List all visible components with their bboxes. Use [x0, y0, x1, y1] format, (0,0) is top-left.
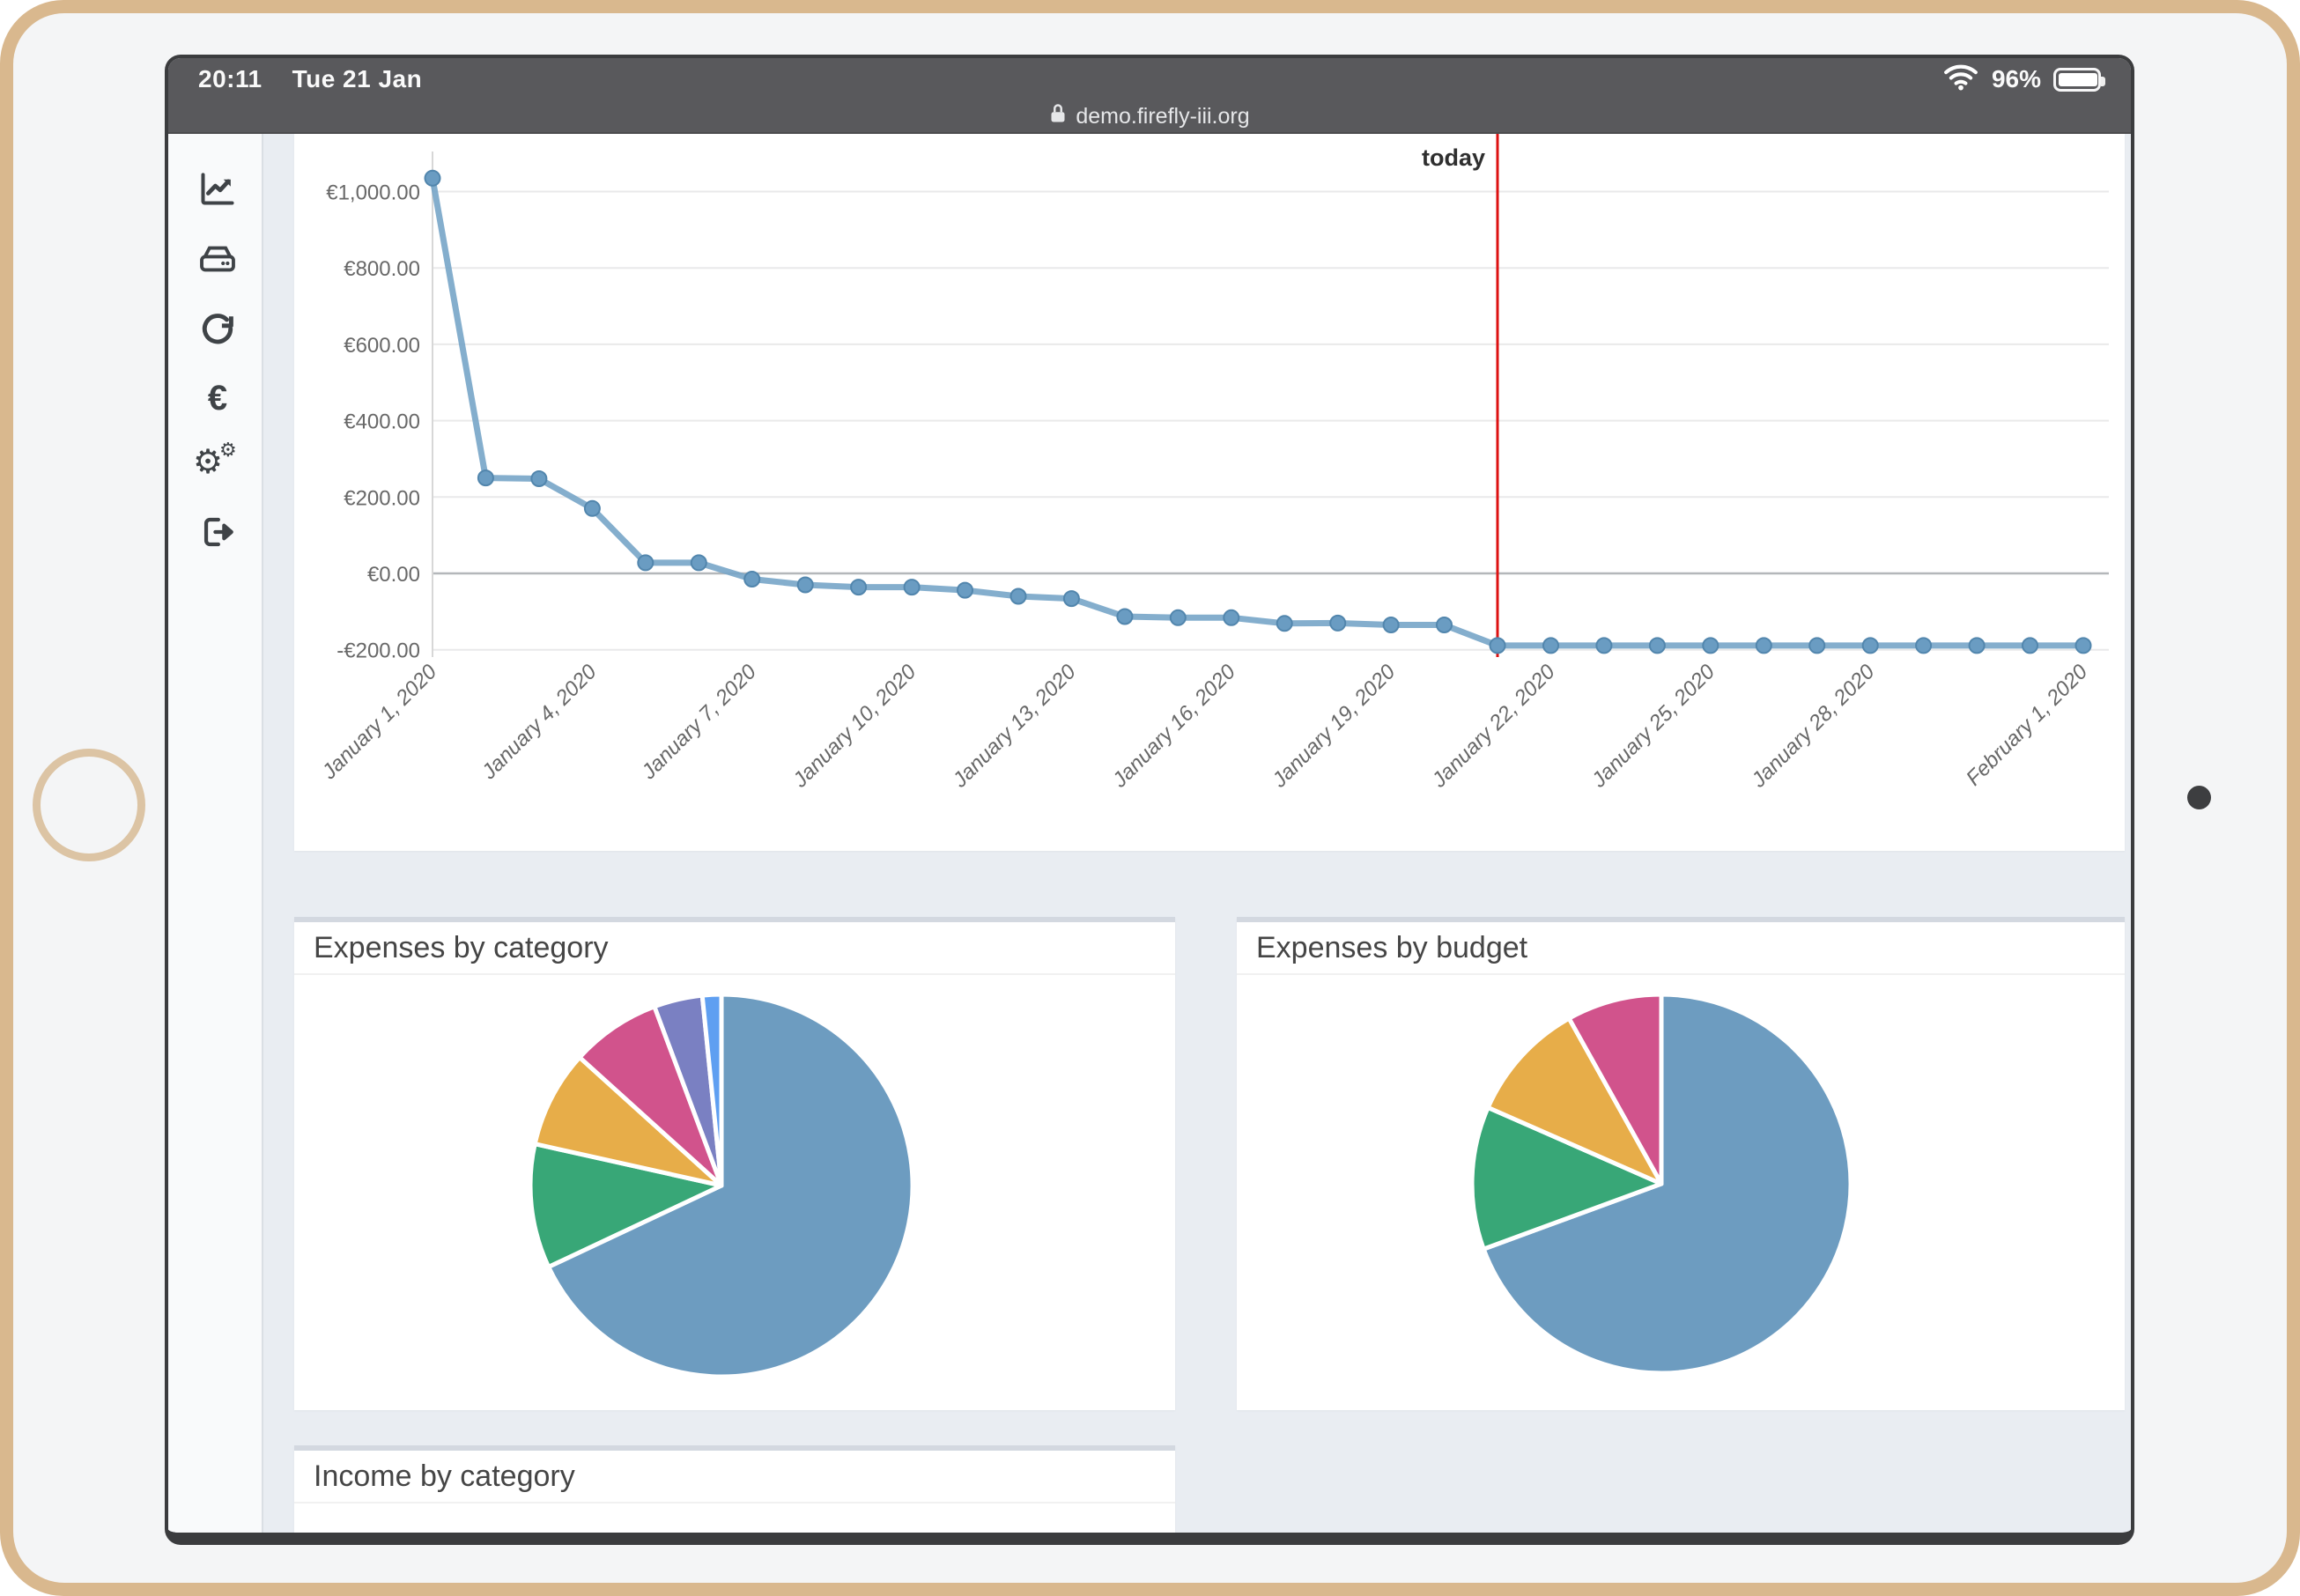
rotate-right-icon[interactable] [193, 305, 242, 354]
svg-text:January 7, 2020: January 7, 2020 [636, 660, 761, 785]
svg-text:€0.00: €0.00 [367, 563, 420, 587]
chart-line-icon[interactable] [193, 164, 242, 213]
svg-text:January 25, 2020: January 25, 2020 [1586, 660, 1719, 793]
sign-out-icon[interactable] [193, 507, 242, 557]
url-bar[interactable]: demo.firefly-iii.org [168, 100, 2131, 134]
svg-text:January 16, 2020: January 16, 2020 [1107, 660, 1240, 793]
expenses-by-category-card: Expenses by category [294, 917, 1175, 1410]
battery-icon [2053, 67, 2105, 92]
svg-text:€600.00: €600.00 [344, 334, 420, 358]
expenses-by-category-pie[interactable] [294, 975, 1175, 1410]
svg-text:€800.00: €800.00 [344, 257, 420, 281]
svg-text:January 13, 2020: January 13, 2020 [948, 660, 1081, 793]
card-title: Expenses by budget [1256, 930, 1528, 964]
lock-icon [1049, 102, 1067, 130]
balance-line-chart[interactable]: €1,000.00 €800.00 €600.00 €400.00 €200.00 €0.… [294, 134, 2125, 851]
expenses-by-budget-pie[interactable] [1237, 975, 2125, 1410]
status-bar: 20:11 Tue 21 Jan 96% [168, 58, 2131, 100]
battery-percent: 96% [1991, 65, 2041, 92]
page-content: € ⚙ ⚙ €1,000.00 €800.00 €600.00 €400. [168, 134, 2131, 1533]
svg-text:€400.00: €400.00 [344, 410, 420, 434]
card-header: Expenses by budget [1237, 922, 2125, 975]
status-date: Tue 21 Jan [292, 65, 423, 92]
card-title: Expenses by category [314, 930, 609, 964]
svg-text:January 10, 2020: January 10, 2020 [788, 660, 921, 793]
svg-text:January 19, 2020: January 19, 2020 [1267, 660, 1400, 793]
svg-text:January 4, 2020: January 4, 2020 [477, 660, 602, 785]
svg-text:January 1, 2020: January 1, 2020 [317, 660, 442, 785]
device-face: 20:11 Tue 21 Jan 96% [13, 13, 2287, 1583]
svg-text:-€200.00: -€200.00 [336, 639, 420, 663]
expenses-by-budget-card: Expenses by budget [1237, 917, 2125, 1410]
hdd-icon[interactable] [193, 234, 242, 284]
svg-text:€200.00: €200.00 [344, 486, 420, 510]
url-text: demo.firefly-iii.org [1076, 103, 1250, 129]
status-time: 20:11 [198, 65, 263, 92]
svg-text:€1,000.00: €1,000.00 [326, 181, 420, 205]
screen: 20:11 Tue 21 Jan 96% [165, 55, 2134, 1545]
wifi-icon [1942, 63, 1979, 97]
euro-icon[interactable]: € [207, 379, 228, 417]
sidebar: € ⚙ ⚙ [168, 134, 263, 1533]
cogs-icon[interactable]: ⚙ ⚙ [193, 439, 237, 481]
card-title: Income by category [314, 1459, 575, 1493]
svg-text:January 28, 2020: January 28, 2020 [1746, 660, 1879, 793]
svg-text:February 1, 2020: February 1, 2020 [1962, 660, 2093, 791]
income-by-category-card: Income by category [294, 1445, 1175, 1533]
home-button[interactable] [33, 749, 145, 861]
camera-dot [2187, 786, 2211, 809]
card-header: Expenses by category [294, 922, 1175, 975]
balance-chart-card: €1,000.00 €800.00 €600.00 €400.00 €200.00 €0.… [294, 134, 2125, 851]
svg-text:January 22, 2020: January 22, 2020 [1427, 660, 1560, 793]
svg-text:today: today [1422, 144, 1485, 171]
card-header: Income by category [294, 1451, 1175, 1504]
